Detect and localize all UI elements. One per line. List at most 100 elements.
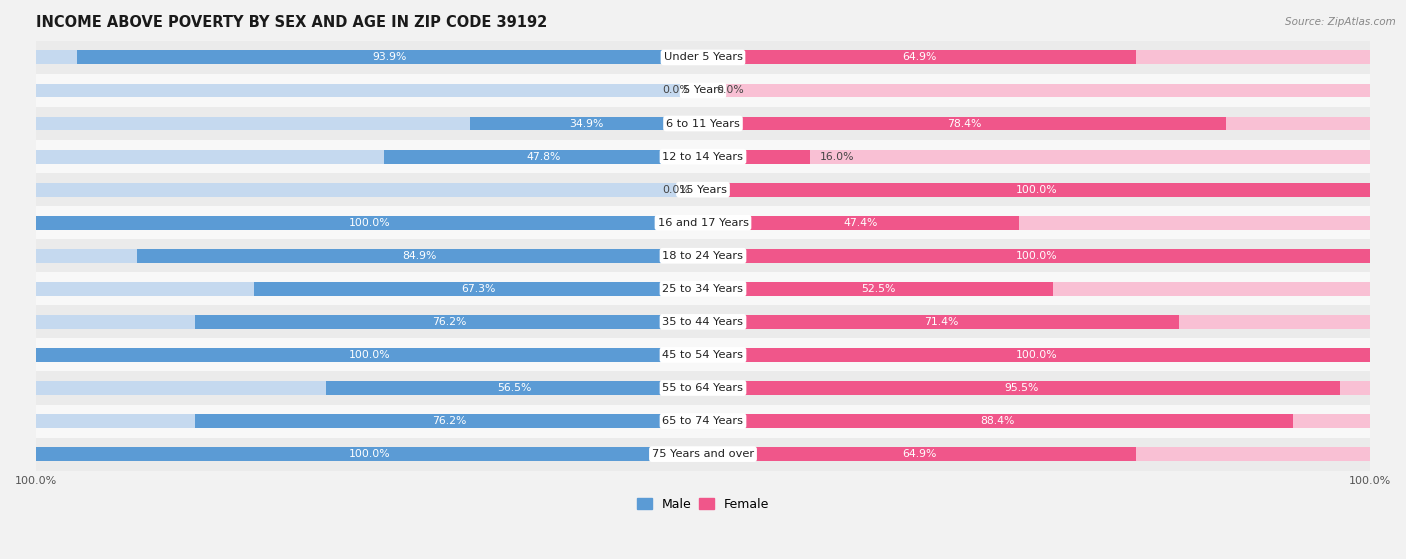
Bar [37,239,1369,272]
Bar [37,447,703,461]
Bar [195,315,703,329]
Bar [37,74,1369,107]
Bar [37,348,703,362]
Text: 67.3%: 67.3% [461,284,496,294]
Text: 78.4%: 78.4% [948,119,981,129]
Bar [37,372,1369,405]
Bar [254,282,703,296]
Text: 25 to 34 Years: 25 to 34 Years [662,284,744,294]
Bar [703,117,1226,130]
Text: 52.5%: 52.5% [860,284,896,294]
Text: 12 to 14 Years: 12 to 14 Years [662,151,744,162]
Bar [703,150,810,164]
Text: 45 to 54 Years: 45 to 54 Years [662,350,744,360]
Bar [37,249,703,263]
Bar [37,381,703,395]
Text: 76.2%: 76.2% [432,416,467,426]
Bar [703,447,1136,461]
Text: 75 Years and over: 75 Years and over [652,449,754,459]
Bar [37,50,703,64]
Bar [37,216,703,230]
Bar [37,140,1369,173]
Text: 100.0%: 100.0% [1015,350,1057,360]
Text: 100.0%: 100.0% [349,449,391,459]
Bar [37,348,703,362]
Bar [703,216,1369,230]
Bar [470,117,703,130]
Text: 100.0%: 100.0% [1015,251,1057,260]
Bar [37,83,703,97]
Bar [37,107,1369,140]
Text: 93.9%: 93.9% [373,53,408,63]
Text: 64.9%: 64.9% [903,449,936,459]
Bar [703,83,1369,97]
Bar [37,315,703,329]
Bar [37,41,1369,74]
Text: 88.4%: 88.4% [980,416,1015,426]
Bar [37,183,703,197]
Text: Source: ZipAtlas.com: Source: ZipAtlas.com [1285,17,1396,27]
Bar [37,206,1369,239]
Text: 71.4%: 71.4% [924,317,959,327]
Text: 55 to 64 Years: 55 to 64 Years [662,383,744,393]
Text: 35 to 44 Years: 35 to 44 Years [662,317,744,327]
Bar [703,315,1369,329]
Bar [703,348,1369,362]
Text: Under 5 Years: Under 5 Years [664,53,742,63]
Bar [703,183,1369,197]
Bar [703,50,1136,64]
Bar [703,282,1369,296]
Bar [37,173,1369,206]
Bar [703,183,1369,197]
Bar [703,216,1019,230]
Bar [37,447,703,461]
Text: 56.5%: 56.5% [498,383,531,393]
Text: 64.9%: 64.9% [903,53,936,63]
Bar [703,348,1369,362]
Legend: Male, Female: Male, Female [631,493,775,516]
Bar [703,50,1369,64]
Bar [37,272,1369,305]
Bar [703,447,1369,461]
Bar [326,381,703,395]
Bar [37,405,1369,438]
Bar [37,305,1369,338]
Text: 16 and 17 Years: 16 and 17 Years [658,217,748,228]
Text: 15 Years: 15 Years [679,184,727,195]
Text: 100.0%: 100.0% [349,217,391,228]
Bar [703,315,1180,329]
Text: 0.0%: 0.0% [662,184,690,195]
Text: 34.9%: 34.9% [569,119,603,129]
Text: 47.4%: 47.4% [844,217,879,228]
Bar [703,117,1369,130]
Bar [77,50,703,64]
Text: 100.0%: 100.0% [1015,184,1057,195]
Text: 6 to 11 Years: 6 to 11 Years [666,119,740,129]
Text: 0.0%: 0.0% [716,86,744,96]
Bar [703,249,1369,263]
Bar [703,381,1340,395]
Bar [703,282,1053,296]
Text: 47.8%: 47.8% [526,151,561,162]
Bar [703,414,1292,428]
Bar [703,414,1369,428]
Text: 65 to 74 Years: 65 to 74 Years [662,416,744,426]
Bar [195,414,703,428]
Text: INCOME ABOVE POVERTY BY SEX AND AGE IN ZIP CODE 39192: INCOME ABOVE POVERTY BY SEX AND AGE IN Z… [37,15,547,30]
Bar [37,150,703,164]
Text: 76.2%: 76.2% [432,317,467,327]
Bar [384,150,703,164]
Bar [37,216,703,230]
Bar [37,438,1369,471]
Bar [37,414,703,428]
Bar [703,249,1369,263]
Bar [37,338,1369,372]
Text: 0.0%: 0.0% [662,86,690,96]
Text: 5 Years: 5 Years [683,86,723,96]
Text: 100.0%: 100.0% [349,350,391,360]
Text: 16.0%: 16.0% [820,151,855,162]
Text: 95.5%: 95.5% [1004,383,1039,393]
Bar [136,249,703,263]
Text: 18 to 24 Years: 18 to 24 Years [662,251,744,260]
Text: 84.9%: 84.9% [402,251,437,260]
